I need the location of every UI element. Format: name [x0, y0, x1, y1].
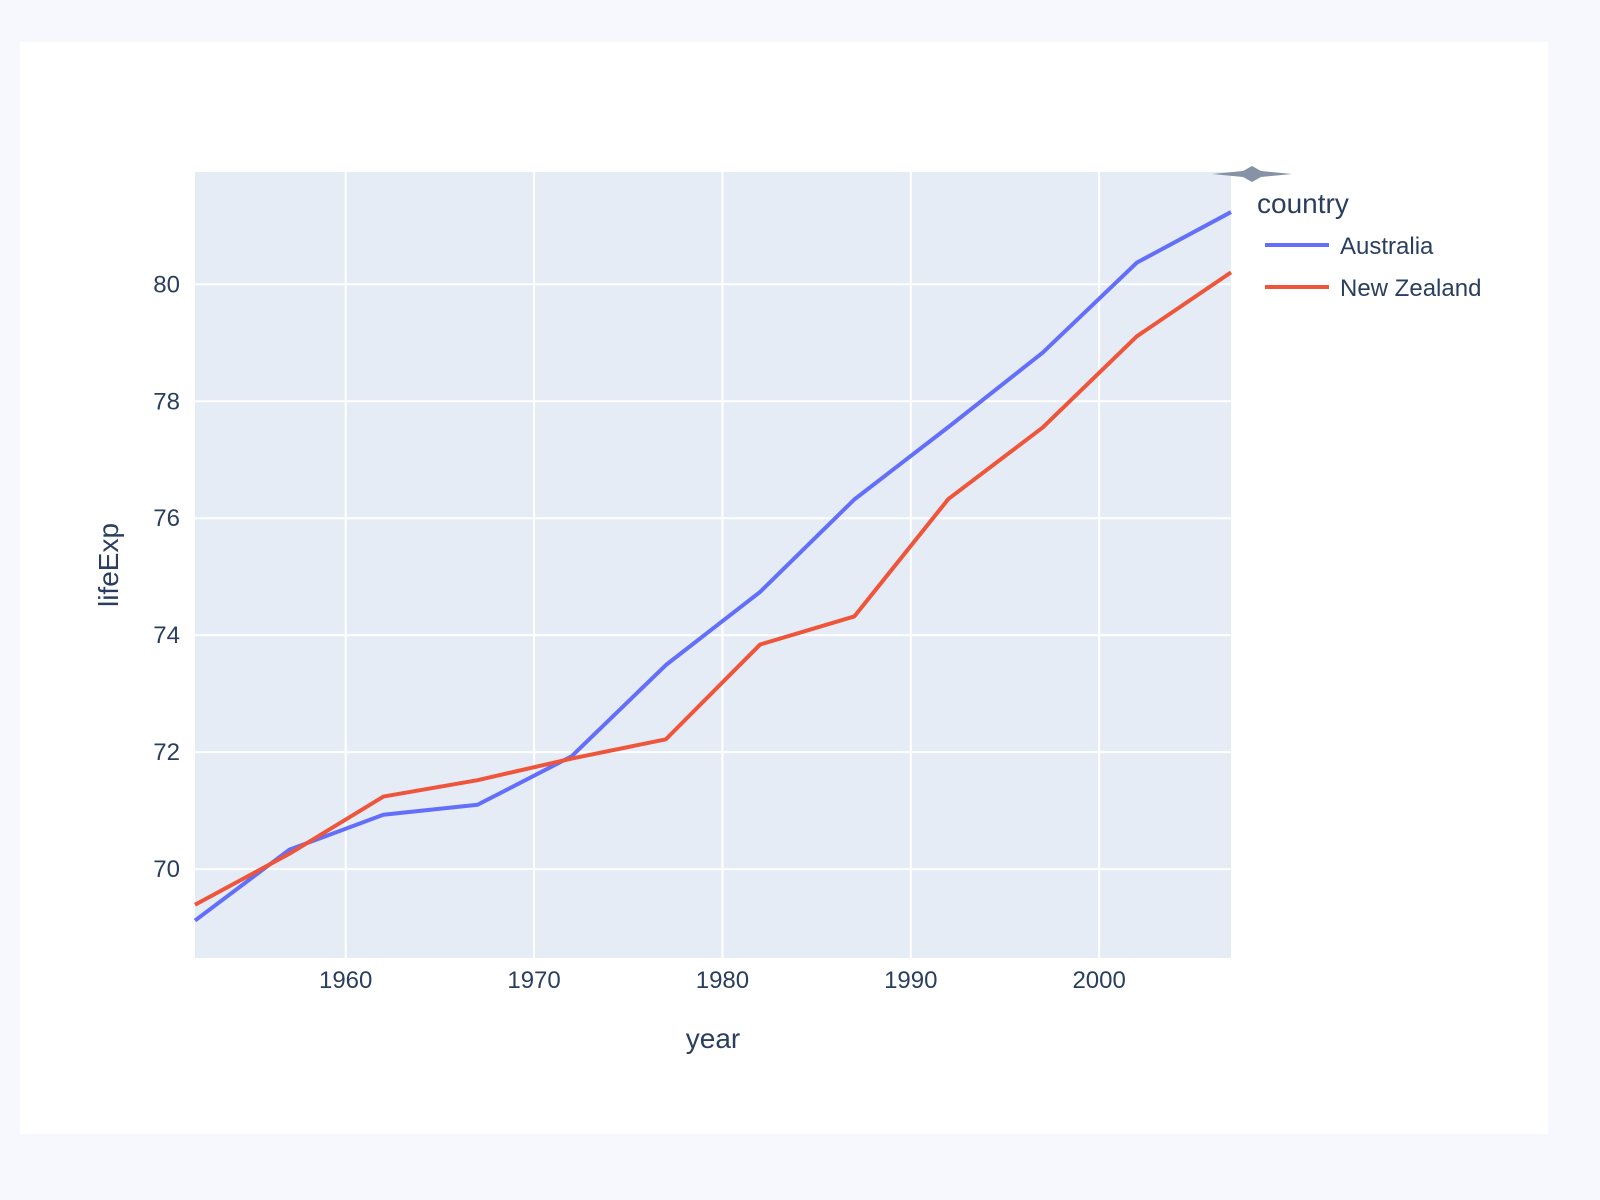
- x-tick-label: 1960: [319, 967, 372, 994]
- series-line-new-zealand: [194, 270, 1233, 907]
- y-tick-label: 72: [153, 739, 180, 766]
- legend-title: country: [1257, 188, 1349, 219]
- y-tick-label: 76: [153, 505, 180, 532]
- spike-marker-icon: [1212, 166, 1292, 182]
- x-tick-label: 1990: [884, 967, 937, 994]
- y-tick-label: 74: [153, 622, 180, 649]
- series-line-australia: [193, 210, 1232, 923]
- legend-item-label: Australia: [1340, 233, 1434, 260]
- legend: country Australia New Zealand: [1257, 188, 1481, 302]
- y-tick-label: 70: [153, 856, 180, 883]
- x-tick-label: 1980: [696, 967, 749, 994]
- plot-area[interactable]: [195, 172, 1231, 958]
- y-tick-label: 78: [153, 388, 180, 415]
- x-tick-label: 2000: [1072, 967, 1125, 994]
- y-tick-label: 80: [153, 271, 180, 298]
- legend-item-label: New Zealand: [1340, 275, 1481, 302]
- y-axis-label: lifeExp: [93, 523, 124, 607]
- x-axis-label: year: [686, 1023, 740, 1054]
- x-tick-label: 1970: [507, 967, 560, 994]
